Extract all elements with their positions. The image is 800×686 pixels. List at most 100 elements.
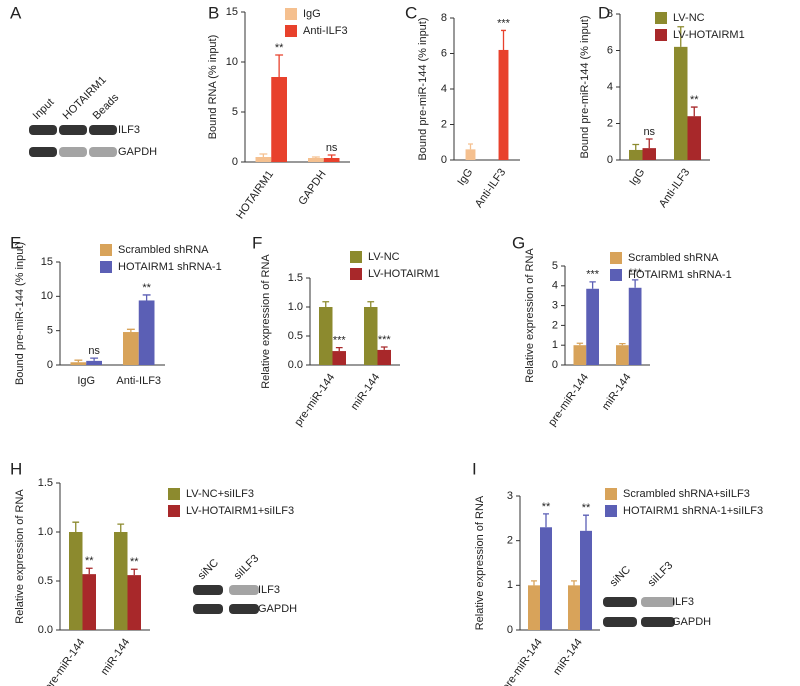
y-tick-label: 1.5 bbox=[38, 477, 53, 489]
legend-swatch bbox=[655, 12, 667, 24]
legend-label: LV-HOTAIRM1 bbox=[368, 268, 440, 280]
y-tick-label: 15 bbox=[41, 256, 53, 268]
error-bar bbox=[632, 143, 640, 150]
bar bbox=[586, 288, 599, 365]
band-label: ILF3 bbox=[118, 124, 140, 136]
y-tick-label: 10 bbox=[41, 290, 53, 302]
band-label: ILF3 bbox=[672, 596, 694, 608]
x-tick-label: pre-miR-144 bbox=[42, 637, 87, 686]
y-tick-label: 0 bbox=[552, 359, 558, 371]
y-axis-label: Relative expression of RNA bbox=[524, 248, 536, 383]
bar bbox=[498, 49, 509, 161]
significance-label: ** bbox=[275, 42, 284, 54]
bar bbox=[69, 532, 83, 630]
bar bbox=[528, 585, 540, 630]
band-label: ILF3 bbox=[258, 584, 280, 596]
bar bbox=[628, 287, 642, 365]
x-tick-label: Anti-ILF3 bbox=[473, 167, 508, 210]
blot-band bbox=[89, 147, 117, 157]
panel-letter: H bbox=[10, 459, 22, 478]
bar bbox=[70, 362, 87, 365]
bar bbox=[687, 116, 701, 160]
y-tick-label: 6 bbox=[441, 47, 447, 59]
legend-swatch bbox=[655, 29, 667, 41]
y-tick-label: 4 bbox=[552, 280, 558, 292]
blot-band bbox=[603, 617, 637, 627]
panel-letter: B bbox=[208, 3, 219, 22]
bar bbox=[271, 77, 287, 162]
bar bbox=[308, 158, 324, 162]
x-tick-label: pre-miR-144 bbox=[546, 372, 591, 429]
blot-band bbox=[229, 604, 259, 614]
panel-letter: E bbox=[10, 233, 21, 252]
y-tick-label: 8 bbox=[607, 8, 613, 20]
error-bar bbox=[690, 106, 698, 117]
y-tick-label: 5 bbox=[232, 106, 238, 118]
panel-letter: D bbox=[598, 3, 610, 22]
panel-letter: C bbox=[405, 3, 417, 22]
bar bbox=[82, 574, 96, 630]
bar bbox=[629, 149, 643, 160]
blot-band bbox=[59, 147, 87, 157]
significance-label: ** bbox=[582, 502, 591, 514]
legend-swatch bbox=[605, 488, 617, 500]
significance-label: ns bbox=[643, 126, 655, 138]
y-tick-label: 15 bbox=[226, 6, 238, 18]
error-bar bbox=[74, 359, 83, 363]
error-bar bbox=[117, 523, 125, 532]
legend-swatch bbox=[285, 8, 297, 20]
blot-band bbox=[59, 125, 87, 135]
legend-label: LV-HOTAIRM1+siILF3 bbox=[186, 505, 294, 517]
error-bar bbox=[311, 156, 320, 158]
bar bbox=[616, 345, 629, 365]
x-tick-label: miR-144 bbox=[99, 637, 133, 678]
panel-letter: F bbox=[252, 233, 262, 252]
legend-swatch bbox=[605, 505, 617, 517]
y-tick-label: 5 bbox=[552, 260, 558, 272]
significance-label: ns bbox=[88, 345, 100, 357]
significance-label: ** bbox=[142, 282, 151, 294]
legend-label: HOTAIRM1 shRNA-1 bbox=[628, 269, 732, 281]
y-tick-label: 8 bbox=[441, 12, 447, 24]
legend-label: Anti-ILF3 bbox=[303, 25, 348, 37]
error-bar bbox=[571, 580, 577, 586]
y-axis-label: Bound pre-miR-144 (% input) bbox=[14, 242, 26, 385]
blot-band bbox=[193, 604, 223, 614]
bar bbox=[540, 527, 552, 630]
legend-swatch bbox=[100, 244, 112, 256]
lane-label: siILF3 bbox=[646, 559, 676, 589]
error-bar bbox=[631, 279, 639, 288]
bar bbox=[573, 345, 587, 365]
legend-label: HOTAIRM1 shRNA-1 bbox=[118, 261, 222, 273]
y-tick-label: 6 bbox=[607, 44, 613, 56]
blot-band bbox=[229, 585, 259, 595]
y-tick-label: 0 bbox=[441, 154, 447, 166]
significance-label: *** bbox=[333, 335, 347, 347]
y-tick-label: 2 bbox=[441, 118, 447, 130]
y-tick-label: 3 bbox=[507, 490, 513, 502]
error-bar bbox=[531, 580, 537, 586]
y-tick-label: 2 bbox=[552, 319, 558, 331]
error-bar bbox=[327, 154, 336, 158]
y-tick-label: 4 bbox=[607, 81, 613, 93]
y-axis-label: Relative expression of RNA bbox=[260, 254, 272, 389]
significance-label: *** bbox=[378, 334, 392, 346]
legend-swatch bbox=[610, 252, 622, 264]
error-bar bbox=[142, 294, 151, 301]
legend-label: HOTAIRM1 shRNA-1+siILF3 bbox=[623, 505, 763, 517]
bar bbox=[255, 157, 272, 162]
y-tick-label: 1 bbox=[507, 579, 513, 591]
blot-band bbox=[29, 147, 57, 157]
y-tick-label: 0.5 bbox=[288, 330, 303, 342]
y-tick-label: 1.5 bbox=[288, 272, 303, 284]
x-tick-label: IgG bbox=[77, 375, 95, 387]
band-label: GAPDH bbox=[258, 603, 297, 615]
error-bar bbox=[126, 328, 135, 333]
y-tick-label: 0.0 bbox=[38, 624, 53, 636]
error-bar bbox=[275, 54, 284, 77]
y-tick-label: 4 bbox=[441, 83, 447, 95]
x-tick-label: miR-144 bbox=[600, 372, 634, 413]
blot-band bbox=[603, 597, 637, 607]
panel-letter: A bbox=[10, 3, 22, 22]
